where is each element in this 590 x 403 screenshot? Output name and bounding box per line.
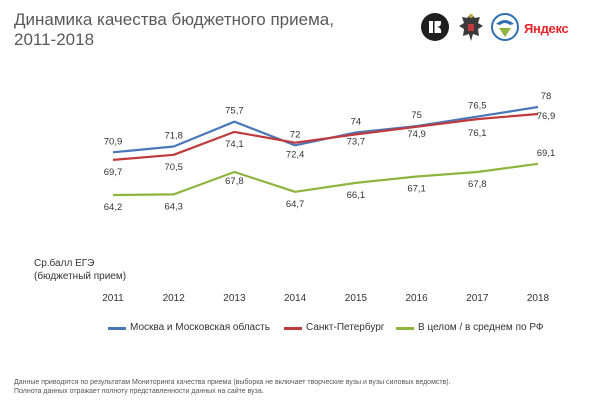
data-label-russia-2011: 64,2 <box>104 202 123 213</box>
rosobrnadzor-logo-icon <box>491 13 519 41</box>
line-chart: 70,9 71,8 75,7 72 74 75 76,5 78 69,7 70,5 74,1 72,4… <box>102 91 556 304</box>
data-label-spb-2012: 70,5 <box>164 162 183 173</box>
data-label-spb-2013: 74,1 <box>225 139 244 150</box>
y-axis-label-line2: (бюджетный прием) <box>34 271 127 282</box>
x-tick-2017: 2017 <box>466 293 489 304</box>
data-label-spb-2017: 76,1 <box>468 128 487 139</box>
legend-label-spb: Санкт-Петербург <box>306 322 385 333</box>
x-tick-2014: 2014 <box>284 293 307 304</box>
data-label-moscow-2017: 76,5 <box>468 101 487 112</box>
y-axis-label: Ср.балл ЕГЭ (бюджетный прием) <box>34 257 126 283</box>
x-axis-ticks: 2011 2012 2013 2014 2015 2016 2017 2018 <box>102 293 549 304</box>
x-tick-2015: 2015 <box>345 293 368 304</box>
chart-title-line1: Динамика качества бюджетного приема, <box>14 10 334 29</box>
data-label-moscow-2013: 75,7 <box>225 106 244 117</box>
data-label-russia-2013: 67,8 <box>225 176 244 187</box>
data-label-russia-2014: 64,7 <box>286 199 305 210</box>
data-label-moscow-2012: 71,8 <box>164 131 183 142</box>
logo-group: Яндекс <box>420 12 580 46</box>
data-label-russia-2018: 69,1 <box>537 148 556 159</box>
data-label-russia-2012: 64,3 <box>164 201 183 212</box>
data-label-moscow-2014: 72 <box>290 129 301 140</box>
x-tick-2016: 2016 <box>405 293 428 304</box>
data-label-spb-2014: 72,4 <box>286 150 305 161</box>
series-line-spb <box>112 112 539 161</box>
legend-label-moscow: Москва и Московская область <box>130 322 270 333</box>
legend-swatch-russia <box>396 327 414 330</box>
chart-title: Динамика качества бюджетного приема, 201… <box>14 10 334 50</box>
series-lines <box>112 105 539 197</box>
legend-label-russia: В целом / в среднем по РФ <box>418 322 544 333</box>
x-tick-2011: 2011 <box>102 293 124 304</box>
legend-swatch-spb <box>284 327 302 330</box>
x-tick-2013: 2013 <box>223 293 246 304</box>
data-label-moscow-2016: 75 <box>411 110 422 121</box>
data-label-spb-2011: 69,7 <box>104 167 123 178</box>
data-label-russia-2016: 67,1 <box>407 184 426 195</box>
yandex-logo: Яндекс <box>524 21 569 36</box>
data-label-moscow-2011: 70,9 <box>104 136 123 147</box>
data-label-moscow-2015: 74 <box>351 117 362 128</box>
x-tick-2012: 2012 <box>163 293 186 304</box>
chart-title-line2: 2011-2018 <box>14 30 95 49</box>
data-label-spb-2016: 74,9 <box>407 129 426 140</box>
footnote-line1: Данные приводятся по результатам Монитор… <box>14 379 451 386</box>
legend-swatch-moscow <box>108 327 126 330</box>
x-tick-2018: 2018 <box>527 293 550 304</box>
data-label-russia-2015: 66,1 <box>347 190 366 201</box>
footnote-line2: Полнота данных отражает полноту представ… <box>14 388 264 395</box>
y-axis-label-line1: Ср.балл ЕГЭ <box>34 258 95 269</box>
series-line-russia <box>112 162 539 197</box>
coat-of-arms-icon <box>459 14 483 41</box>
hse-logo-icon <box>421 13 449 41</box>
data-label-spb-2015: 73,7 <box>347 136 366 147</box>
data-label-spb-2018: 76,9 <box>537 111 556 122</box>
data-labels: 70,9 71,8 75,7 72 74 75 76,5 78 69,7 70,5 74,1 72,4… <box>104 91 556 213</box>
data-label-russia-2017: 67,8 <box>468 179 487 190</box>
data-label-moscow-2018: 78 <box>541 91 552 102</box>
footnote: Данные приводятся по результатам Монитор… <box>14 378 451 396</box>
